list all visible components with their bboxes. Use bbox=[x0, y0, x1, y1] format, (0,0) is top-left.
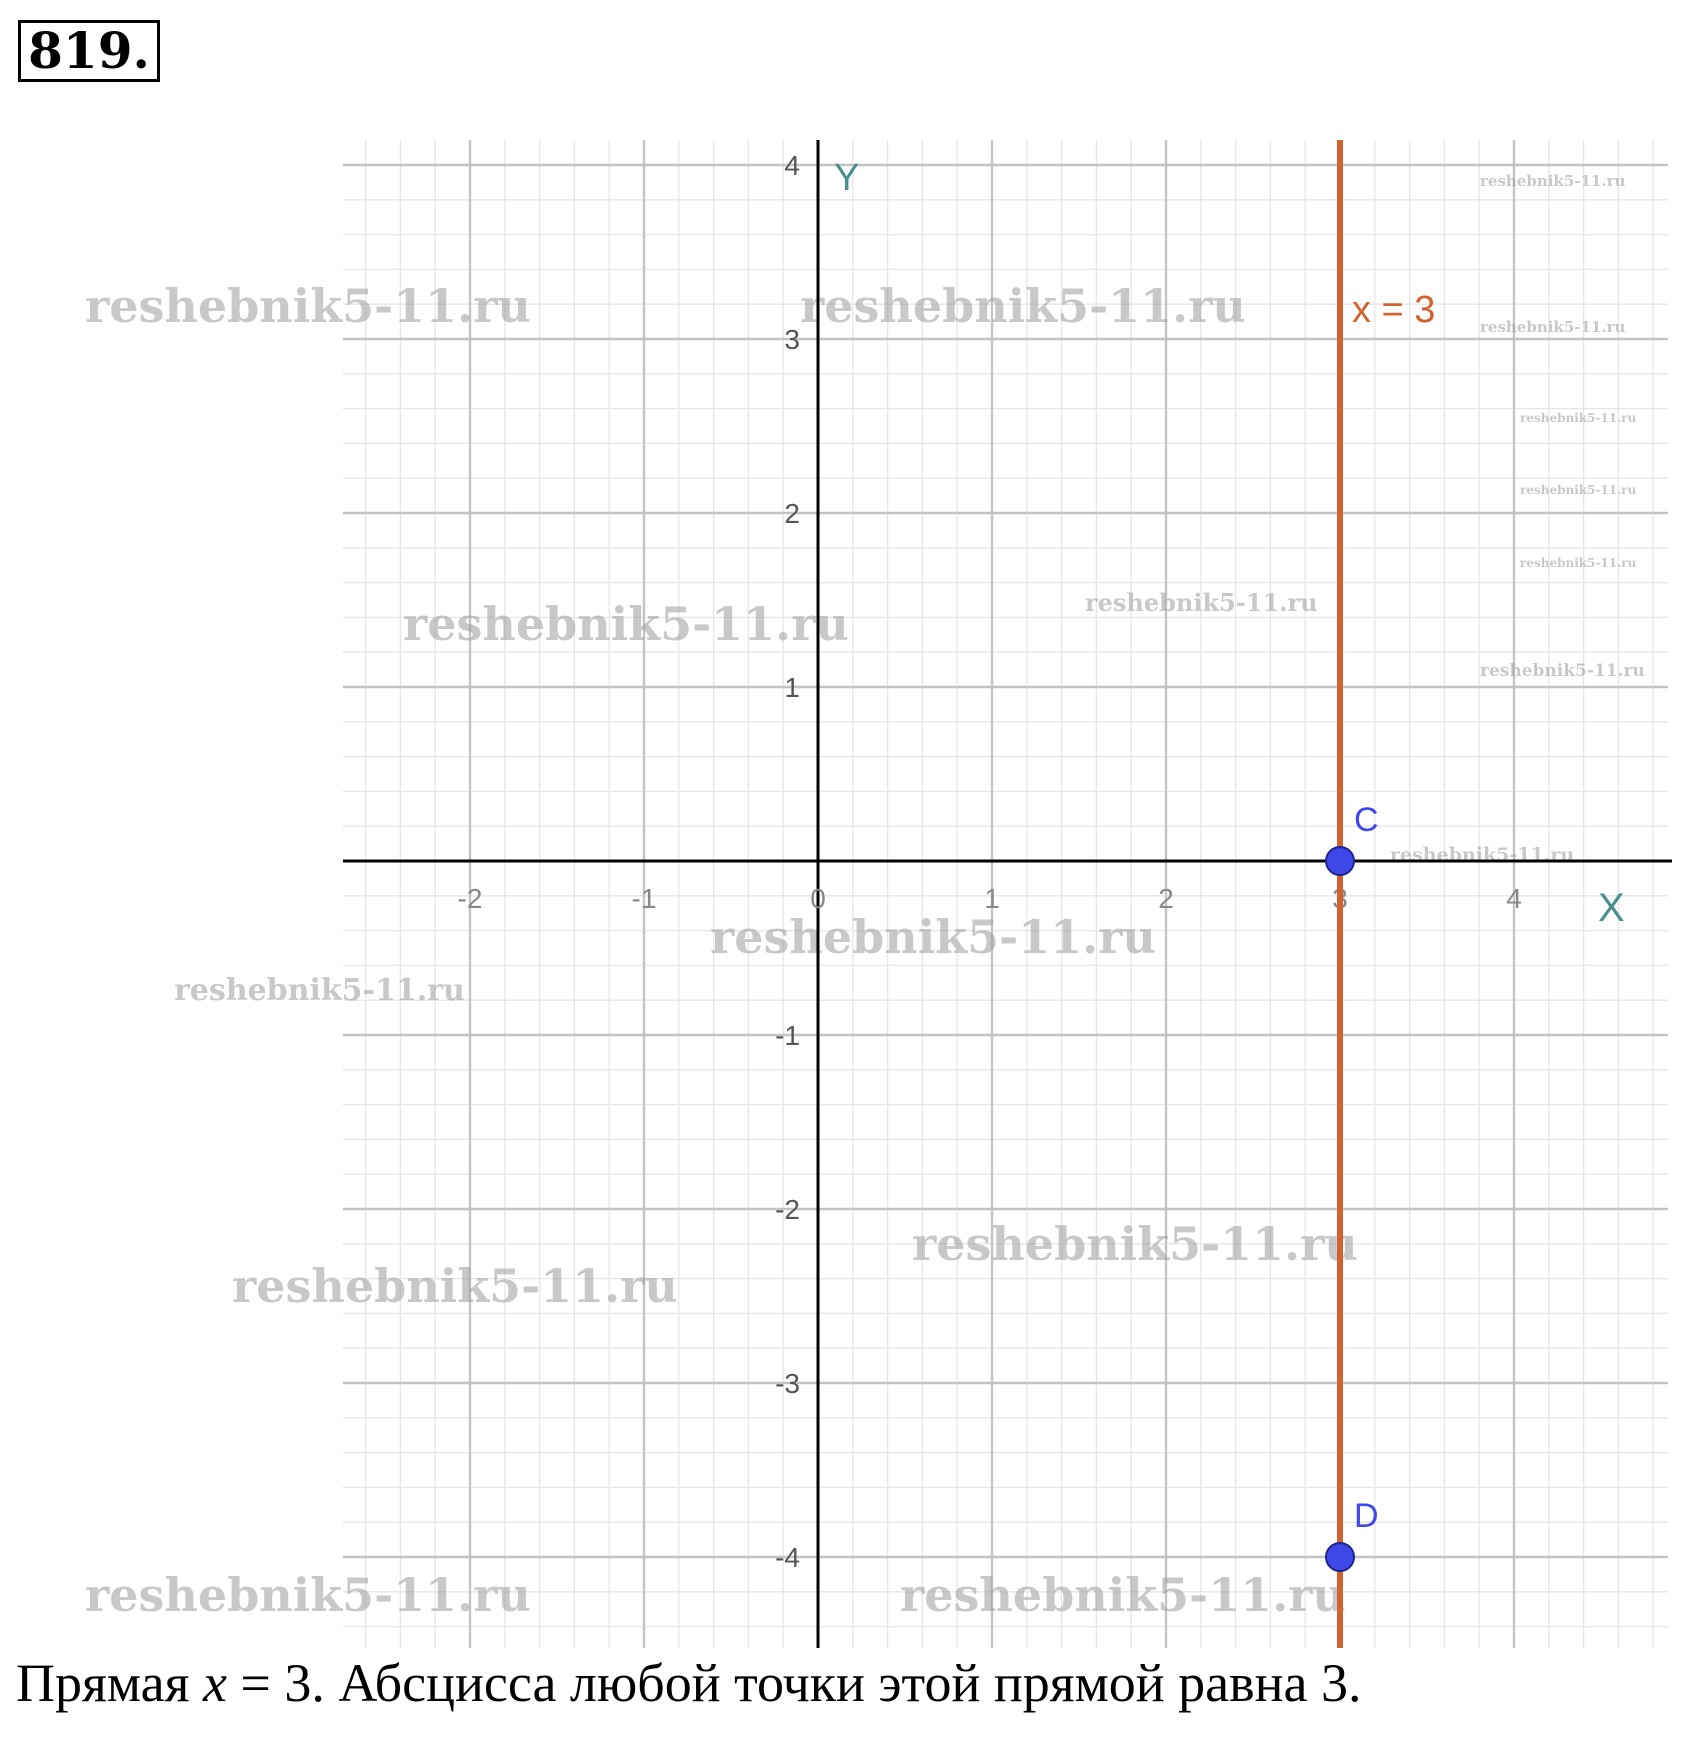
axes: XY bbox=[343, 140, 1672, 1648]
watermark-text: reshebnik5-11.ru bbox=[1480, 661, 1645, 681]
y-tick-label: -4 bbox=[775, 1542, 800, 1573]
vertical-line-layer: x = 3 bbox=[1337, 140, 1435, 1648]
caption-variable: x bbox=[202, 1653, 227, 1713]
points-layer: CD bbox=[1325, 801, 1379, 1572]
point-d bbox=[1325, 1542, 1355, 1572]
watermark-text: reshebnik5-11.ru bbox=[403, 597, 849, 651]
x-tick-label: -2 bbox=[458, 883, 483, 914]
watermark-text: reshebnik5-11.ru bbox=[1520, 556, 1637, 570]
x-axis-label: X bbox=[1598, 886, 1625, 930]
y-tick-label: 2 bbox=[784, 498, 800, 529]
watermark-text: reshebnik5-11.ru bbox=[1520, 483, 1637, 497]
watermark-text: reshebnik5-11.ru bbox=[912, 1217, 1358, 1271]
y-tick-label: 4 bbox=[784, 150, 800, 181]
x-tick-label: 4 bbox=[1506, 883, 1522, 914]
watermark-text: reshebnik5-11.ru bbox=[174, 973, 465, 1008]
watermark-text: reshebnik5-11.ru bbox=[85, 1568, 531, 1622]
x-tick-label: -1 bbox=[632, 883, 657, 914]
y-axis-label: Y bbox=[834, 157, 859, 199]
answer-caption: Прямая x = 3. Абсцисса любой точки этой … bbox=[16, 1652, 1361, 1714]
watermark-text: reshebnik5-11.ru bbox=[900, 1568, 1346, 1622]
caption-text: = 3. Абсцисса любой точки этой прямой ра… bbox=[226, 1653, 1362, 1713]
minor-grid bbox=[343, 140, 1668, 1648]
y-tick-label: 1 bbox=[784, 672, 800, 703]
point-c bbox=[1325, 846, 1355, 876]
watermark-text: reshebnik5-11.ru bbox=[232, 1259, 678, 1313]
x-tick-label: 1 bbox=[984, 883, 1000, 914]
watermark-text: reshebnik5-11.ru bbox=[1085, 588, 1318, 617]
watermark-text: reshebnik5-11.ru bbox=[85, 279, 531, 333]
major-grid bbox=[343, 140, 1668, 1648]
y-tick-label: -3 bbox=[775, 1368, 800, 1399]
line-label: x = 3 bbox=[1352, 289, 1435, 331]
watermark-text: reshebnik5-11.ru bbox=[710, 910, 1156, 964]
caption-prefix: Прямая bbox=[16, 1653, 203, 1713]
watermark-text: reshebnik5-11.ru bbox=[1390, 844, 1574, 866]
watermarks: reshebnik5-11.ru reshebnik5-11.ru reshebni… bbox=[85, 172, 1645, 1622]
x-tick-label: 0 bbox=[810, 883, 826, 914]
watermark-text: reshebnik5-11.ru bbox=[1480, 172, 1625, 190]
point-label-d: D bbox=[1354, 1497, 1379, 1535]
point-label-c: C bbox=[1354, 801, 1379, 839]
watermark-text: reshebnik5-11.ru bbox=[800, 279, 1246, 333]
watermark-text: reshebnik5-11.ru bbox=[1520, 411, 1637, 425]
y-tick-label: -1 bbox=[775, 1020, 800, 1051]
y-tick-label: -2 bbox=[775, 1194, 800, 1225]
y-tick-label: 3 bbox=[784, 324, 800, 355]
x-tick-label: 2 bbox=[1158, 883, 1174, 914]
problem-number: 819. bbox=[18, 20, 160, 82]
watermark-text: reshebnik5-11.ru bbox=[1480, 318, 1625, 336]
